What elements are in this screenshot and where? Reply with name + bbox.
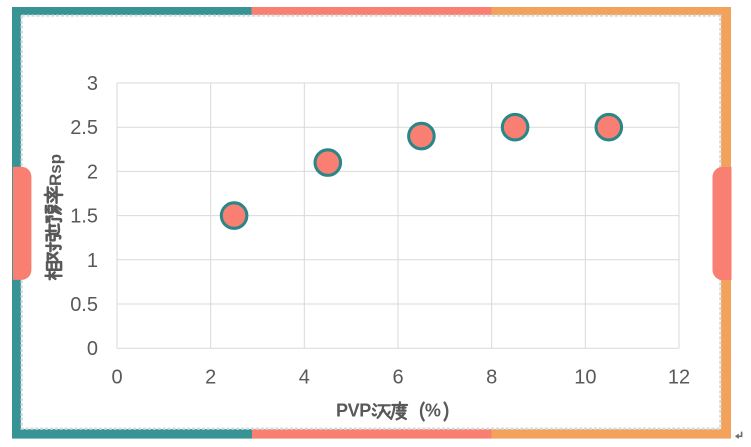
svg-text:%: % — [425, 401, 441, 421]
svg-text:12: 12 — [668, 367, 690, 389]
svg-text:10: 10 — [574, 367, 596, 389]
svg-text:PVP: PVP — [336, 401, 371, 421]
svg-text:1: 1 — [87, 250, 98, 272]
svg-text:2.5: 2.5 — [70, 117, 98, 139]
svg-text:Rsp: Rsp — [46, 154, 65, 186]
svg-text:4: 4 — [299, 367, 310, 389]
svg-text:2: 2 — [205, 367, 216, 389]
svg-text:1.5: 1.5 — [70, 206, 98, 228]
svg-text:2: 2 — [87, 161, 98, 183]
svg-text:8: 8 — [486, 367, 497, 389]
svg-text:0: 0 — [111, 367, 122, 389]
svg-text:0: 0 — [87, 338, 98, 360]
svg-text:6: 6 — [392, 367, 403, 389]
svg-text:3: 3 — [87, 73, 98, 95]
svg-text:0.5: 0.5 — [70, 294, 98, 316]
